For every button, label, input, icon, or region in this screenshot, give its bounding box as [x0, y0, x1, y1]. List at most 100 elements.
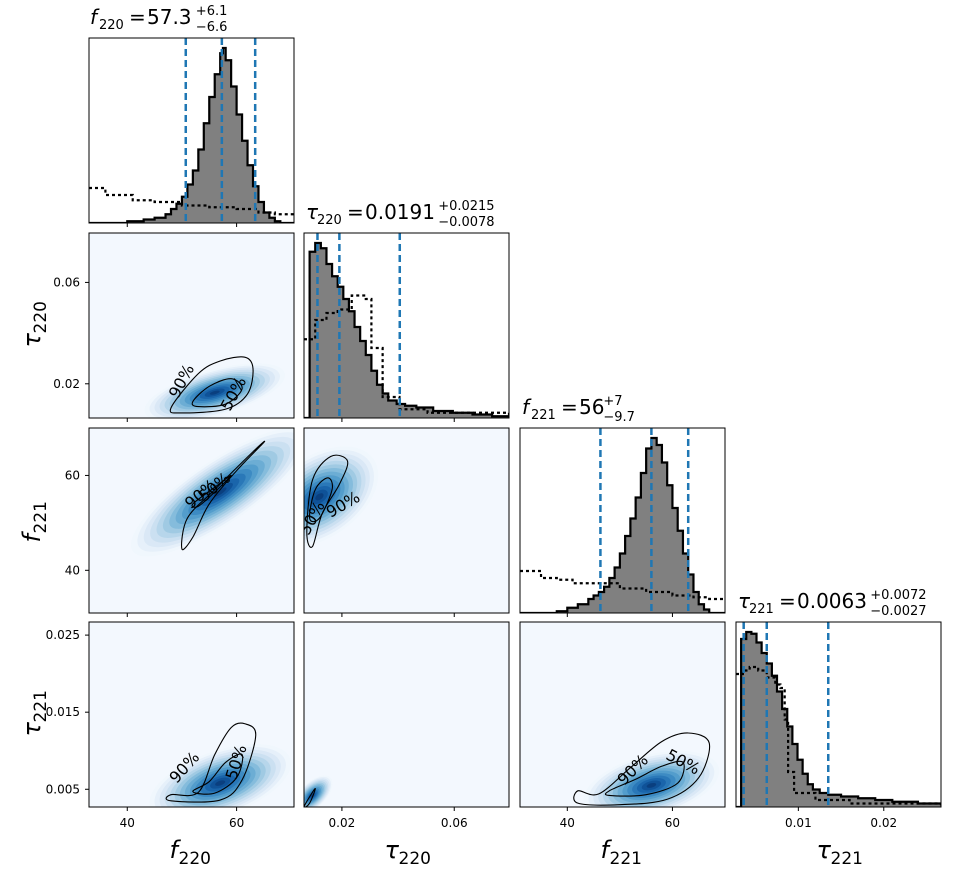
- title-equals: =: [129, 5, 146, 29]
- marginal-f220: [89, 38, 294, 223]
- posterior-histogram-step: [304, 241, 509, 418]
- prior-histogram: [89, 186, 294, 216]
- prior-histogram: [520, 569, 725, 601]
- x-tick-label: 0.02: [870, 816, 897, 830]
- title-equals: =: [347, 200, 364, 224]
- x-axis-label-tau221: τ 221: [817, 836, 863, 869]
- title-err-plus: +6.1: [196, 4, 228, 19]
- x-tick-label: 0.01: [785, 816, 812, 830]
- title-symbol: τ: [738, 589, 751, 613]
- title-f220: f 220 = 57.3 +6.1−6.6: [90, 4, 227, 35]
- joint-tau220-tau221: [304, 622, 509, 807]
- title-symbol: f: [90, 5, 100, 29]
- title-subscript: 221: [531, 408, 556, 423]
- joint-f220-f221: 90%50%: [89, 428, 294, 613]
- title-symbol: τ: [306, 200, 319, 224]
- axis-symbol: τ: [817, 836, 832, 864]
- posterior-histogram-fill: [89, 48, 294, 223]
- title-err-minus: −0.0078: [438, 215, 494, 230]
- title-err-minus: −0.0027: [870, 604, 926, 619]
- title-err-plus: +7: [603, 394, 622, 409]
- prior-histogram: [736, 665, 941, 806]
- title-err-plus: +0.0215: [438, 199, 494, 214]
- x-tick-label: 60: [665, 816, 680, 830]
- contour-90: [306, 454, 349, 548]
- density-level-13: [215, 780, 226, 786]
- axis-subscript: 221: [31, 690, 51, 722]
- contour-90: [181, 440, 266, 551]
- marginal-f221-frame: [519, 427, 726, 614]
- contour-90: [169, 356, 254, 414]
- joint-tau220-f221: 50%90%: [304, 428, 509, 613]
- y-tick-label: 60: [65, 468, 80, 482]
- y-tick-label: 0.025: [46, 628, 80, 642]
- contour-90: [165, 722, 257, 803]
- axis-subscript: 220: [399, 849, 431, 869]
- marginal-tau221: [736, 622, 941, 807]
- title-value: 56: [579, 395, 604, 419]
- marginal-tau221-frame: [735, 621, 942, 808]
- axis-subscript: 221: [610, 849, 642, 869]
- title-equals: =: [561, 395, 578, 419]
- title-err-plus: +0.0072: [870, 588, 926, 603]
- density-background: [304, 622, 509, 807]
- contour-50: [191, 474, 232, 508]
- x-tick-label: 40: [560, 816, 575, 830]
- contour-90: [304, 788, 316, 807]
- axis-subscript: 221: [831, 849, 863, 869]
- joint-f220-tau221: 90% 50%: [89, 622, 294, 807]
- x-axis-label-f221: f 221: [601, 836, 642, 869]
- x-axis-label-f220: f 220: [170, 836, 211, 869]
- x-tick-label: 40: [120, 816, 135, 830]
- posterior-histogram-step: [520, 436, 725, 613]
- density-level-13: [646, 782, 657, 788]
- axis-symbol: τ: [18, 333, 46, 348]
- x-tick-label: 0.06: [441, 816, 468, 830]
- title-value: 57.3: [147, 5, 192, 29]
- joint-tau220-f221-frame: [303, 427, 510, 614]
- density-level-13: [209, 390, 220, 395]
- posterior-histogram-fill: [304, 243, 509, 418]
- posterior-histogram-fill: [520, 438, 725, 613]
- title-symbol: f: [522, 395, 532, 419]
- marginal-tau220-frame: [303, 232, 510, 419]
- prior-histogram: [304, 294, 509, 417]
- joint-f220-tau220-frame: [88, 232, 295, 419]
- joint-tau220-tau221-frame: [303, 621, 510, 808]
- title-equals: =: [779, 589, 796, 613]
- contour-50: [192, 753, 244, 795]
- posterior-histogram-step: [736, 630, 941, 807]
- title-subscript: 220: [317, 213, 342, 228]
- joint-f221-tau221-frame: [519, 621, 726, 808]
- axis-subscript: 220: [179, 849, 211, 869]
- title-err-minus: −9.7: [603, 410, 635, 425]
- axis-subscript: 221: [31, 501, 51, 533]
- x-tick-label: 60: [229, 816, 244, 830]
- x-axis-label-tau220: τ 220: [385, 836, 431, 869]
- y-tick-label: 0.02: [53, 377, 80, 391]
- title-value: 0.0191: [365, 200, 435, 224]
- marginal-f220-frame: [88, 37, 295, 224]
- contour-50: [308, 477, 333, 523]
- y-tick-label: 0.015: [46, 705, 80, 719]
- posterior-histogram-step: [89, 46, 294, 223]
- y-tick-label: 0.06: [53, 275, 80, 289]
- title-subscript: 220: [99, 18, 124, 33]
- axis-symbol: τ: [18, 722, 46, 737]
- title-err-minus: −6.6: [196, 20, 228, 35]
- axis-symbol: τ: [385, 836, 400, 864]
- title-subscript: 221: [749, 602, 774, 617]
- joint-f220-tau221-frame: [88, 621, 295, 808]
- contour-90: [573, 732, 711, 806]
- y-tick-label: 40: [65, 563, 80, 577]
- title-value: 0.0063: [797, 589, 867, 613]
- axis-subscript: 220: [31, 301, 51, 333]
- x-tick-label: 0.02: [329, 816, 356, 830]
